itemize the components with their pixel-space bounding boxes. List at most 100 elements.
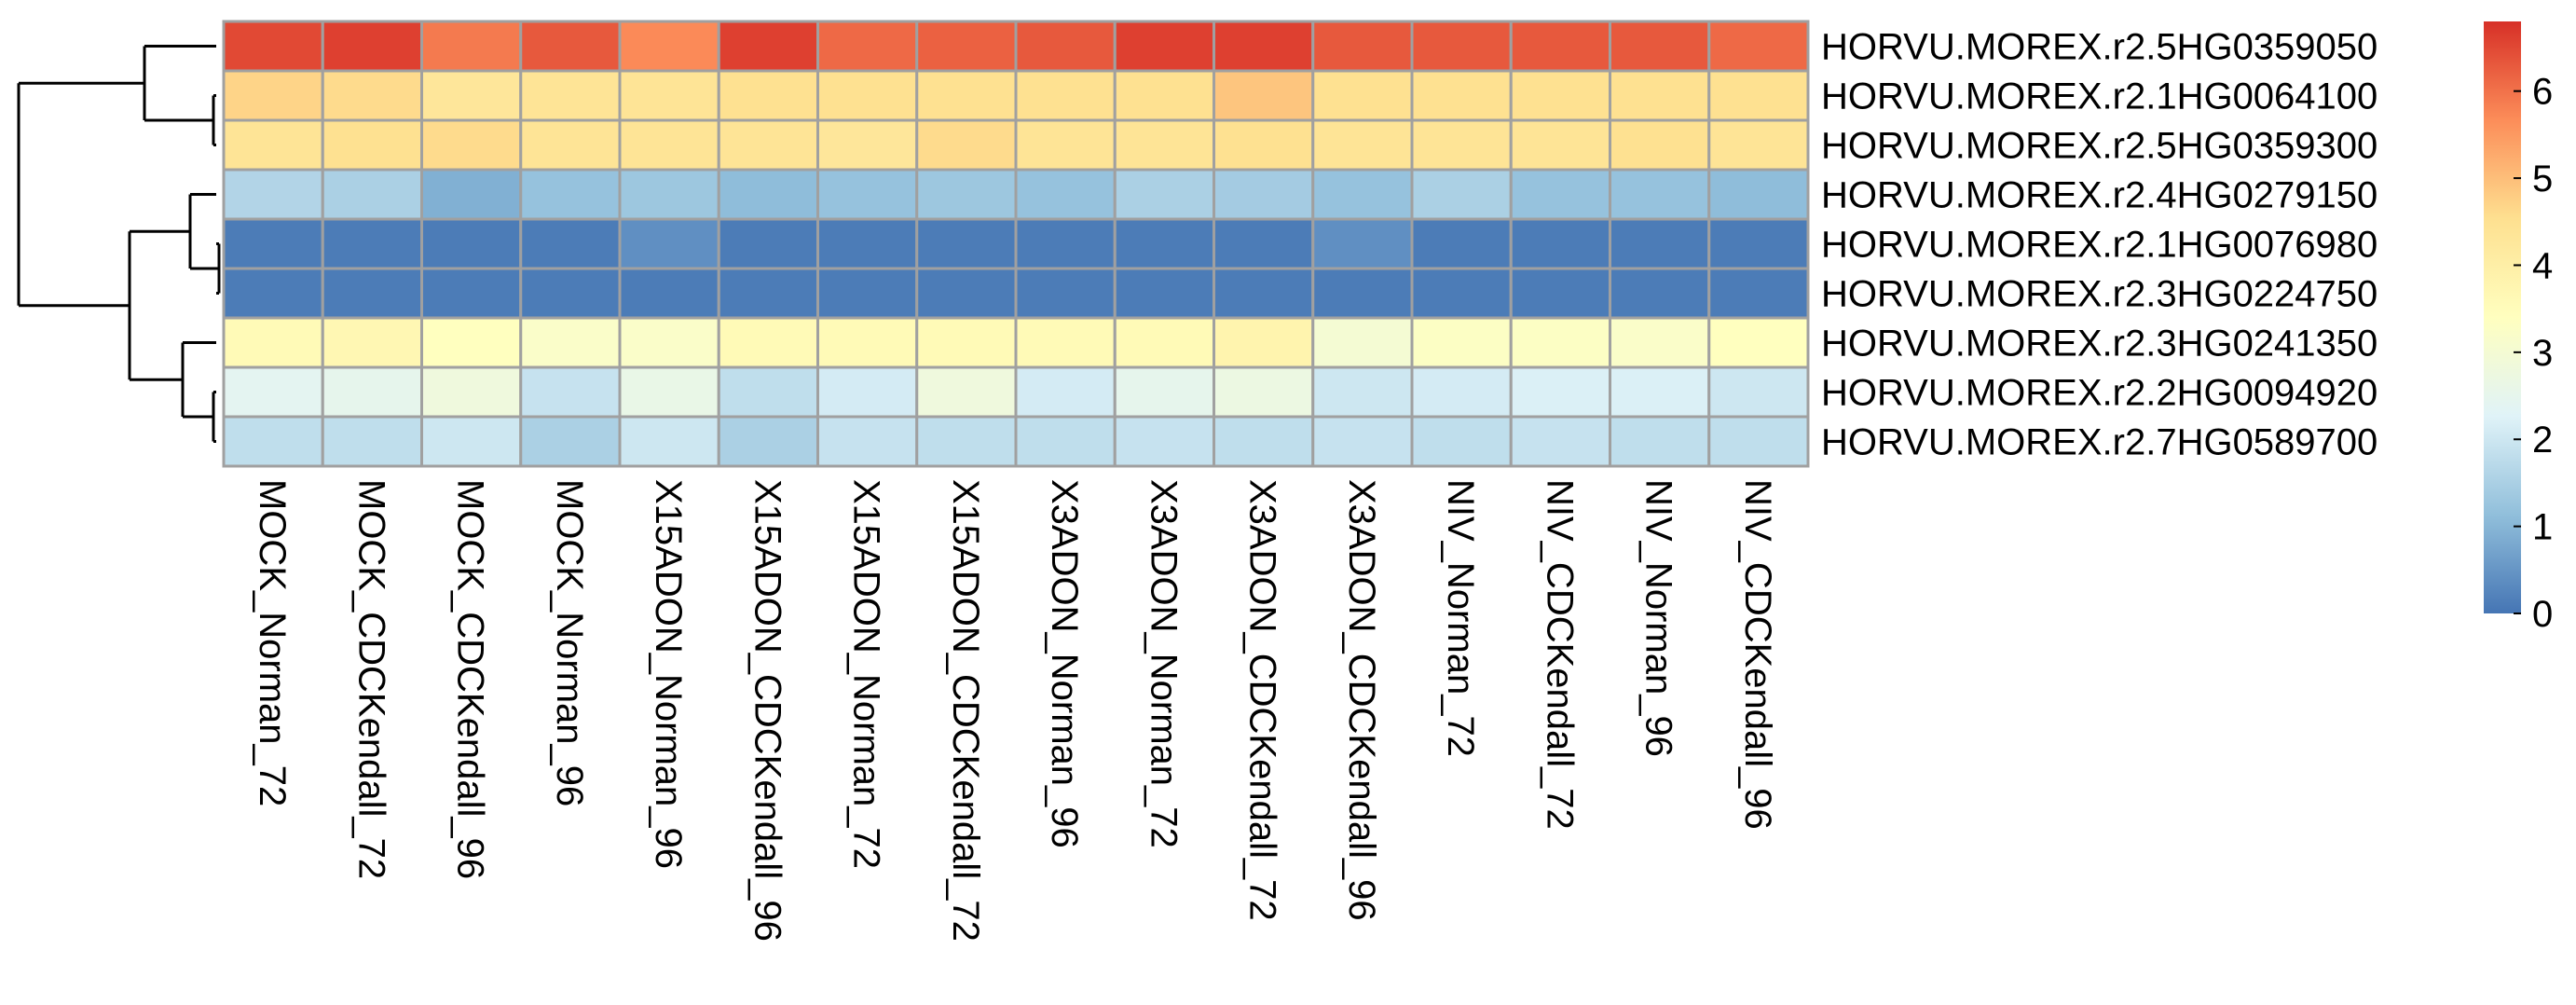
heatmap-cell — [816, 316, 919, 369]
heatmap-cell — [1609, 217, 1711, 270]
heatmap-cell — [1707, 415, 1810, 468]
heatmap-cell — [420, 365, 523, 419]
heatmap-cell — [1014, 20, 1117, 73]
column-label: X3ADON_Norman_96 — [1044, 479, 1085, 848]
column-label: NIV_CDCKendall_96 — [1737, 479, 1778, 830]
heatmap-cell — [420, 118, 523, 172]
heatmap-cell — [1609, 365, 1711, 419]
heatmap-cell — [1113, 69, 1215, 122]
column-labels: MOCK_Norman_72 MOCK_CDCKendall_72 MOCK_CDC… — [252, 479, 1778, 942]
heatmap-cell — [618, 316, 720, 369]
heatmap-cell — [915, 118, 1018, 172]
heatmap-cell — [1213, 217, 1315, 270]
heatmap-cell — [1410, 20, 1513, 73]
heatmap-cell — [1509, 415, 1611, 468]
heatmap-cell — [618, 118, 720, 172]
heatmap-cell — [1014, 316, 1117, 369]
heatmap-cell — [222, 69, 324, 122]
heatmap-cell — [915, 69, 1018, 122]
heatmap-cell — [1707, 316, 1810, 369]
heatmap-cell — [1509, 267, 1611, 320]
heatmap-cell — [519, 20, 622, 73]
heatmap-cell — [519, 267, 622, 320]
heatmap-cell — [1311, 415, 1414, 468]
column-label: NIV_Norman_72 — [1440, 479, 1481, 757]
legend-tick-label: 3 — [2532, 333, 2553, 374]
heatmap-cell — [519, 217, 622, 270]
column-label: X3ADON_Norman_72 — [1143, 479, 1184, 848]
heatmap-cell — [519, 316, 622, 369]
column-label: MOCK_Norman_72 — [252, 479, 293, 806]
heatmap-cell — [1113, 217, 1215, 270]
heatmap-cell — [321, 217, 423, 270]
heatmap-cell — [1609, 267, 1711, 320]
heatmap-cell — [420, 316, 523, 369]
heatmap-cell — [618, 217, 720, 270]
heatmap-cell — [1707, 168, 1810, 221]
heatmap-cell — [1213, 69, 1315, 122]
heatmap-cell — [420, 267, 523, 320]
heatmap-cell — [618, 365, 720, 419]
heatmap-cell — [519, 415, 622, 468]
heatmap-cell — [1410, 168, 1513, 221]
heatmap-cell — [321, 20, 423, 73]
column-label: X3ADON_CDCKendall_96 — [1341, 479, 1382, 921]
legend-tick-label: 2 — [2532, 420, 2553, 461]
heatmap-cell — [717, 316, 819, 369]
heatmap-cell — [618, 20, 720, 73]
column-label: X15ADON_Norman_96 — [648, 479, 689, 869]
heatmap-cell — [816, 118, 919, 172]
heatmap-cell — [222, 316, 324, 369]
heatmap-cell — [1707, 20, 1810, 73]
heatmap-cell — [1410, 415, 1513, 468]
heatmap-cell — [1014, 365, 1117, 419]
column-label: X3ADON_CDCKendall_72 — [1242, 479, 1283, 921]
heatmap-cell — [816, 69, 919, 122]
row-dendrogram — [17, 45, 221, 443]
heatmap-cell — [1113, 365, 1215, 419]
heatmap-cell — [1609, 20, 1711, 73]
legend-ticks: 0 1 2 3 4 5 6 — [2514, 72, 2553, 635]
row-label: HORVU.MOREX.r2.4HG0279150 — [1821, 175, 2377, 216]
heatmap-cell — [420, 415, 523, 468]
heatmap-cell — [1014, 118, 1117, 172]
heatmap-cell — [1014, 168, 1117, 221]
legend-color-bar — [2484, 21, 2521, 613]
legend-tick-label: 5 — [2532, 158, 2553, 200]
column-label: MOCK_CDCKendall_72 — [350, 479, 391, 879]
heatmap-cell — [1213, 415, 1315, 468]
heatmap-cell — [420, 20, 523, 73]
heatmap-cell — [717, 267, 819, 320]
heatmap-cell — [618, 69, 720, 122]
heatmap-cell — [1609, 415, 1711, 468]
heatmap-cell — [321, 415, 423, 468]
heatmap-cell — [321, 118, 423, 172]
heatmap-cell — [915, 316, 1018, 369]
heatmap-cell — [1509, 316, 1611, 369]
heatmap-cell — [1410, 267, 1513, 320]
heatmap-cell — [1707, 69, 1810, 122]
heatmap-cell — [1311, 20, 1414, 73]
heatmap-cell — [717, 168, 819, 221]
heatmap-cell — [1311, 168, 1414, 221]
heatmap-cell — [1311, 316, 1414, 369]
heatmap-cell — [420, 217, 523, 270]
heatmap-cell — [816, 168, 919, 221]
heatmap-cell — [1707, 365, 1810, 419]
heatmap-cell — [717, 118, 819, 172]
heatmap-cell — [1609, 316, 1711, 369]
heatmap-cell — [519, 365, 622, 419]
heatmap-cell — [618, 267, 720, 320]
heatmap-cell — [519, 118, 622, 172]
row-label: HORVU.MOREX.r2.3HG0241350 — [1821, 324, 2377, 365]
heatmap-cell — [717, 415, 819, 468]
heatmap-cell — [420, 69, 523, 122]
heatmap-cell — [1609, 69, 1711, 122]
heatmap-cell — [1509, 168, 1611, 221]
legend-tick-label: 4 — [2532, 245, 2553, 286]
heatmap-cell — [1311, 118, 1414, 172]
column-label: X15ADON_Norman_72 — [846, 479, 887, 869]
row-label: HORVU.MOREX.r2.1HG0076980 — [1821, 225, 2377, 266]
heatmap-cell — [1213, 20, 1315, 73]
